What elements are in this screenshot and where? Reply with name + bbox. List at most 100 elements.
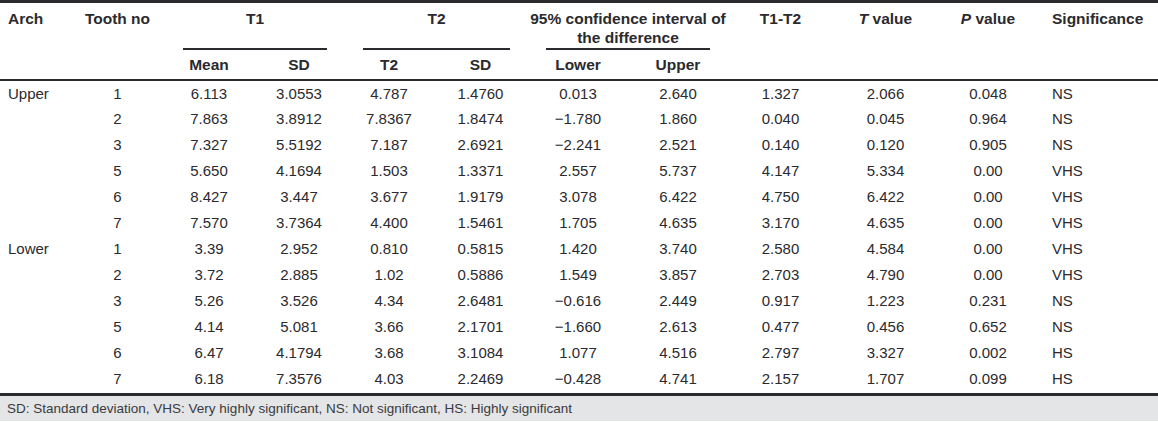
cell-ci-upper: 5.737 xyxy=(628,158,728,184)
cell-tooth-no: 6 xyxy=(70,184,165,210)
cell-significance: NS xyxy=(1038,106,1158,132)
statistics-table: Arch Tooth no T1 T2 95% confidence inter… xyxy=(0,0,1158,392)
cell-arch xyxy=(0,158,70,184)
cell-t2-sd: 0.5886 xyxy=(433,262,528,288)
cell-ci-lower: 0.013 xyxy=(528,80,628,106)
cell-t2-mean: 4.03 xyxy=(345,366,433,392)
cell-t1-t2-diff: 1.327 xyxy=(728,80,833,106)
table-row: 2 7.863 3.8912 7.8367 1.8474 −1.780 1.86… xyxy=(0,106,1158,132)
cell-p-value: 0.905 xyxy=(938,132,1038,158)
cell-tooth-no: 3 xyxy=(70,288,165,314)
cell-p-value: 0.099 xyxy=(938,366,1038,392)
cell-tooth-no: 5 xyxy=(70,158,165,184)
cell-significance: NS xyxy=(1038,132,1158,158)
cell-t2-mean: 3.677 xyxy=(345,184,433,210)
cell-t1-sd: 7.3576 xyxy=(253,366,345,392)
cell-ci-lower: −0.616 xyxy=(528,288,628,314)
cell-t2-sd: 2.6481 xyxy=(433,288,528,314)
table-row: 5 4.14 5.081 3.66 2.1701 −1.660 2.613 0.… xyxy=(0,314,1158,340)
subheader-lower: Lower xyxy=(528,50,628,80)
table-row: Upper 1 6.113 3.0553 4.787 1.4760 0.013 … xyxy=(0,80,1158,106)
cell-tooth-no: 5 xyxy=(70,314,165,340)
cell-t1-mean: 7.570 xyxy=(165,210,253,236)
cell-t1-t2-diff: 0.040 xyxy=(728,106,833,132)
cell-tooth-no: 2 xyxy=(70,262,165,288)
table-row: 3 5.26 3.526 4.34 2.6481 −0.616 2.449 0.… xyxy=(0,288,1158,314)
cell-p-value: 0.652 xyxy=(938,314,1038,340)
cell-ci-lower: −0.428 xyxy=(528,366,628,392)
cell-t1-sd: 3.0553 xyxy=(253,80,345,106)
cell-ci-upper: 3.857 xyxy=(628,262,728,288)
cell-p-value: 0.00 xyxy=(938,210,1038,236)
cell-t1-mean: 4.14 xyxy=(165,314,253,340)
column-header-t1-t2: T1-T2 xyxy=(728,2,833,80)
cell-p-value: 0.964 xyxy=(938,106,1038,132)
cell-t-value: 4.584 xyxy=(833,236,938,262)
cell-arch xyxy=(0,262,70,288)
table-footnote: SD: Standard deviation, VHS: Very highly… xyxy=(0,401,572,416)
cell-t2-sd: 2.1701 xyxy=(433,314,528,340)
cell-t1-mean: 6.18 xyxy=(165,366,253,392)
cell-t-value: 0.045 xyxy=(833,106,938,132)
cell-t2-sd: 1.4760 xyxy=(433,80,528,106)
table-row: 6 8.427 3.447 3.677 1.9179 3.078 6.422 4… xyxy=(0,184,1158,210)
cell-ci-upper: 2.640 xyxy=(628,80,728,106)
cell-tooth-no: 7 xyxy=(70,210,165,236)
group-t2-label: T2 xyxy=(427,10,445,28)
cell-t1-mean: 5.650 xyxy=(165,158,253,184)
cell-ci-lower: −1.780 xyxy=(528,106,628,132)
column-group-t2: T2 xyxy=(345,2,528,50)
subheader-sd-t1: SD xyxy=(253,50,345,80)
cell-t2-mean: 4.787 xyxy=(345,80,433,106)
cell-t1-t2-diff: 2.703 xyxy=(728,262,833,288)
cell-t2-sd: 1.9179 xyxy=(433,184,528,210)
table-row: 3 7.327 5.5192 7.187 2.6921 −2.241 2.521… xyxy=(0,132,1158,158)
cell-significance: NS xyxy=(1038,288,1158,314)
cell-t1-sd: 5.081 xyxy=(253,314,345,340)
group-ci-label: 95% confidence interval of the differenc… xyxy=(528,10,728,48)
cell-tooth-no: 2 xyxy=(70,106,165,132)
subheader-upper: Upper xyxy=(628,50,728,80)
cell-t1-mean: 7.863 xyxy=(165,106,253,132)
cell-t-value: 4.635 xyxy=(833,210,938,236)
cell-t2-sd: 2.2469 xyxy=(433,366,528,392)
column-header-p-value: P value xyxy=(938,2,1038,80)
column-group-t1: T1 xyxy=(165,2,345,50)
subheader-sd-t2: SD xyxy=(433,50,528,80)
cell-t-value: 1.707 xyxy=(833,366,938,392)
cell-ci-lower: 1.420 xyxy=(528,236,628,262)
p-value-italic: P xyxy=(961,10,971,27)
cell-t2-mean: 3.68 xyxy=(345,340,433,366)
cell-ci-upper: 2.613 xyxy=(628,314,728,340)
table-body: Upper 1 6.113 3.0553 4.787 1.4760 0.013 … xyxy=(0,80,1158,392)
cell-t1-t2-diff: 2.797 xyxy=(728,340,833,366)
cell-significance: VHS xyxy=(1038,184,1158,210)
cell-tooth-no: 7 xyxy=(70,366,165,392)
table-row: 7 6.18 7.3576 4.03 2.2469 −0.428 4.741 2… xyxy=(0,366,1158,392)
cell-ci-upper: 1.860 xyxy=(628,106,728,132)
cell-ci-upper: 4.741 xyxy=(628,366,728,392)
cell-ci-upper: 2.449 xyxy=(628,288,728,314)
cell-t-value: 4.790 xyxy=(833,262,938,288)
t-value-rest: value xyxy=(868,10,912,27)
table-row: Lower 1 3.39 2.952 0.810 0.5815 1.420 3.… xyxy=(0,236,1158,262)
cell-t1-sd: 3.526 xyxy=(253,288,345,314)
column-header-t-value: T value xyxy=(833,2,938,80)
cell-t1-sd: 3.8912 xyxy=(253,106,345,132)
subheader-t2: T2 xyxy=(345,50,433,80)
cell-t1-t2-diff: 2.157 xyxy=(728,366,833,392)
column-group-confidence-interval: 95% confidence interval of the differenc… xyxy=(528,2,728,50)
cell-t1-sd: 3.447 xyxy=(253,184,345,210)
cell-arch xyxy=(0,288,70,314)
cell-significance: NS xyxy=(1038,80,1158,106)
cell-t2-sd: 1.8474 xyxy=(433,106,528,132)
cell-t-value: 5.334 xyxy=(833,158,938,184)
cell-significance: NS xyxy=(1038,314,1158,340)
cell-t-value: 2.066 xyxy=(833,80,938,106)
cell-t2-sd: 2.6921 xyxy=(433,132,528,158)
cell-t2-mean: 1.02 xyxy=(345,262,433,288)
cell-p-value: 0.048 xyxy=(938,80,1038,106)
cell-tooth-no: 3 xyxy=(70,132,165,158)
table-row: 2 3.72 2.885 1.02 0.5886 1.549 3.857 2.7… xyxy=(0,262,1158,288)
cell-p-value: 0.00 xyxy=(938,184,1038,210)
